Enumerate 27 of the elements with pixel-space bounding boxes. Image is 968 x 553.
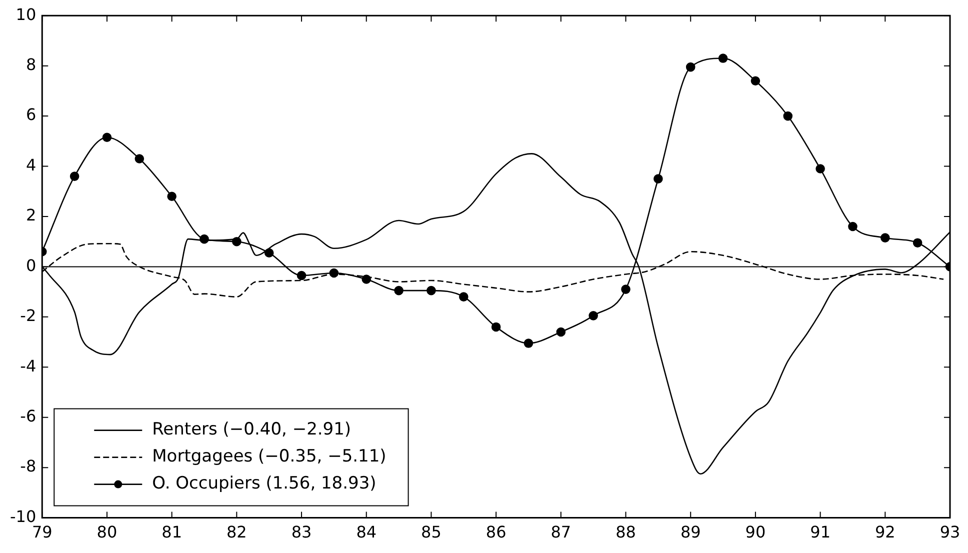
y-tick-label: 6 xyxy=(26,105,36,124)
x-tick-label: 86 xyxy=(486,522,506,542)
y-tick-label: 4 xyxy=(26,155,36,174)
y-tick-label: -8 xyxy=(20,456,36,476)
legend-label: Renters (−0.40, −2.91) xyxy=(152,420,352,440)
y-tick-label: -2 xyxy=(20,306,36,326)
x-tick-label: 93 xyxy=(940,522,960,542)
x-tick-label: 88 xyxy=(616,522,636,542)
x-tick-label: 84 xyxy=(356,522,377,542)
x-tick-label: 81 xyxy=(162,522,182,542)
legend-label: O. Occupiers (1.56, 18.93) xyxy=(152,474,376,494)
x-tick-label: 90 xyxy=(745,522,766,542)
x-tick-label: 87 xyxy=(550,522,572,542)
x-tick-label: 91 xyxy=(810,522,830,542)
y-tick-label: 10 xyxy=(16,4,36,24)
y-tick-label: 8 xyxy=(26,54,36,74)
y-tick-label: 2 xyxy=(26,206,36,225)
x-tick-label: 82 xyxy=(226,522,247,542)
legend-label: Mortgagees (−0.35, −5.11) xyxy=(152,446,386,467)
x-tick-label: 89 xyxy=(680,522,701,542)
x-tick-label: 85 xyxy=(421,522,442,542)
y-tick-label: 0 xyxy=(26,256,36,275)
y-tick-label: -4 xyxy=(20,356,36,376)
x-tick-label: 83 xyxy=(291,522,312,542)
x-tick-label: 80 xyxy=(96,522,118,542)
y-tick-label: -6 xyxy=(20,406,36,426)
x-tick-label: 92 xyxy=(874,522,896,542)
